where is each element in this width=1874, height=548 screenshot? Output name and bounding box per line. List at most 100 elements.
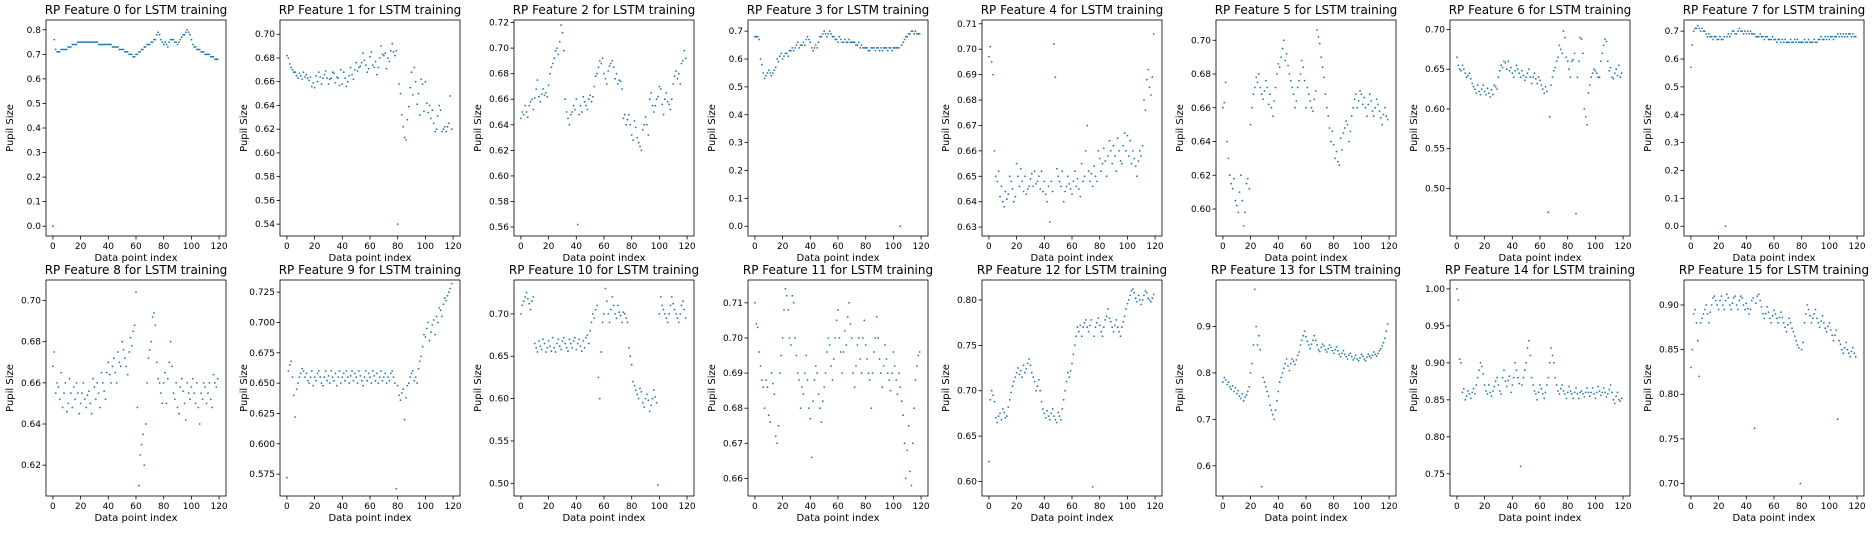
data-point <box>1619 400 1622 403</box>
data-point <box>395 487 398 490</box>
data-point <box>1781 38 1784 41</box>
data-point <box>298 376 301 378</box>
data-point <box>1270 409 1273 411</box>
data-point <box>564 98 567 101</box>
data-point <box>1345 355 1348 358</box>
data-point <box>1791 327 1793 330</box>
data-point <box>313 86 316 89</box>
data-point <box>1605 396 1608 398</box>
data-point <box>582 95 585 98</box>
data-point <box>312 384 315 387</box>
x-tick-label: 120 <box>1614 242 1631 252</box>
data-point <box>1706 35 1709 38</box>
data-point <box>151 41 154 43</box>
data-point <box>823 30 826 32</box>
x-tick-label: 0 <box>1454 242 1460 252</box>
data-point <box>1320 56 1323 58</box>
data-point <box>172 392 175 394</box>
data-point <box>423 333 425 336</box>
data-point <box>324 370 327 372</box>
data-point <box>168 41 171 43</box>
data-point <box>827 337 830 339</box>
data-point <box>612 304 615 307</box>
data-point <box>1006 198 1008 201</box>
data-point <box>1456 288 1458 290</box>
data-point <box>118 48 121 51</box>
x-tick-label: 0 <box>50 242 56 252</box>
data-point <box>1282 39 1285 42</box>
data-point <box>1294 363 1296 366</box>
data-point <box>525 291 528 294</box>
x-tick-label: 80 <box>1796 502 1808 512</box>
data-point <box>855 365 857 367</box>
x-tick-label: 60 <box>130 502 142 512</box>
data-point <box>826 351 828 353</box>
data-point <box>394 382 396 384</box>
data-point <box>1228 385 1231 388</box>
data-point <box>870 47 873 49</box>
data-point <box>406 118 409 121</box>
data-point <box>92 377 94 380</box>
data-point <box>1818 38 1821 41</box>
data-point <box>1591 387 1594 389</box>
data-point <box>776 442 778 445</box>
data-point <box>1051 190 1054 193</box>
data-point <box>1850 350 1853 353</box>
data-point <box>1817 321 1820 324</box>
data-point <box>1767 311 1770 313</box>
data-point <box>1359 357 1361 359</box>
data-point <box>795 354 798 357</box>
data-point <box>1115 319 1118 321</box>
data-point <box>1069 188 1072 190</box>
x-tick-label: 100 <box>885 502 902 512</box>
data-point <box>643 406 646 408</box>
data-point <box>1737 30 1739 32</box>
data-point <box>1276 73 1278 75</box>
data-point <box>1341 149 1343 151</box>
data-point <box>802 393 805 395</box>
data-point <box>178 41 180 43</box>
data-point <box>1125 150 1127 152</box>
data-point <box>1317 348 1320 351</box>
data-point <box>133 324 136 327</box>
data-point <box>75 382 78 384</box>
data-point <box>893 365 896 367</box>
data-point <box>608 65 611 67</box>
data-point <box>1073 344 1076 347</box>
data-point <box>996 421 999 424</box>
data-point <box>292 394 295 397</box>
data-point <box>110 382 112 384</box>
data-point <box>1829 35 1832 38</box>
data-point <box>89 402 92 405</box>
data-point <box>189 398 191 401</box>
data-point <box>1324 348 1327 351</box>
data-point <box>1313 334 1316 337</box>
data-point <box>1222 106 1224 109</box>
data-point <box>1504 380 1507 383</box>
data-point <box>1295 100 1298 102</box>
data-point <box>585 104 587 107</box>
data-point <box>1462 68 1465 71</box>
data-point <box>306 77 309 80</box>
data-point <box>1526 347 1529 349</box>
data-point <box>1255 76 1258 79</box>
data-point <box>165 43 168 46</box>
data-point <box>569 113 572 116</box>
data-point <box>1460 361 1462 364</box>
y-tick-label: 0.675 <box>249 349 275 359</box>
data-point <box>1724 225 1727 228</box>
data-point <box>1475 92 1478 94</box>
data-point <box>207 392 209 394</box>
data-point <box>1570 393 1573 395</box>
data-point <box>1141 299 1144 301</box>
data-point <box>173 41 176 43</box>
x-tick-label: 60 <box>1300 502 1312 512</box>
x-tick-label: 100 <box>651 242 668 252</box>
data-point <box>1371 110 1374 112</box>
x-axis-label: Data point index <box>562 253 645 264</box>
data-point <box>1770 321 1773 324</box>
data-point <box>1586 387 1588 389</box>
data-point <box>1602 387 1605 389</box>
